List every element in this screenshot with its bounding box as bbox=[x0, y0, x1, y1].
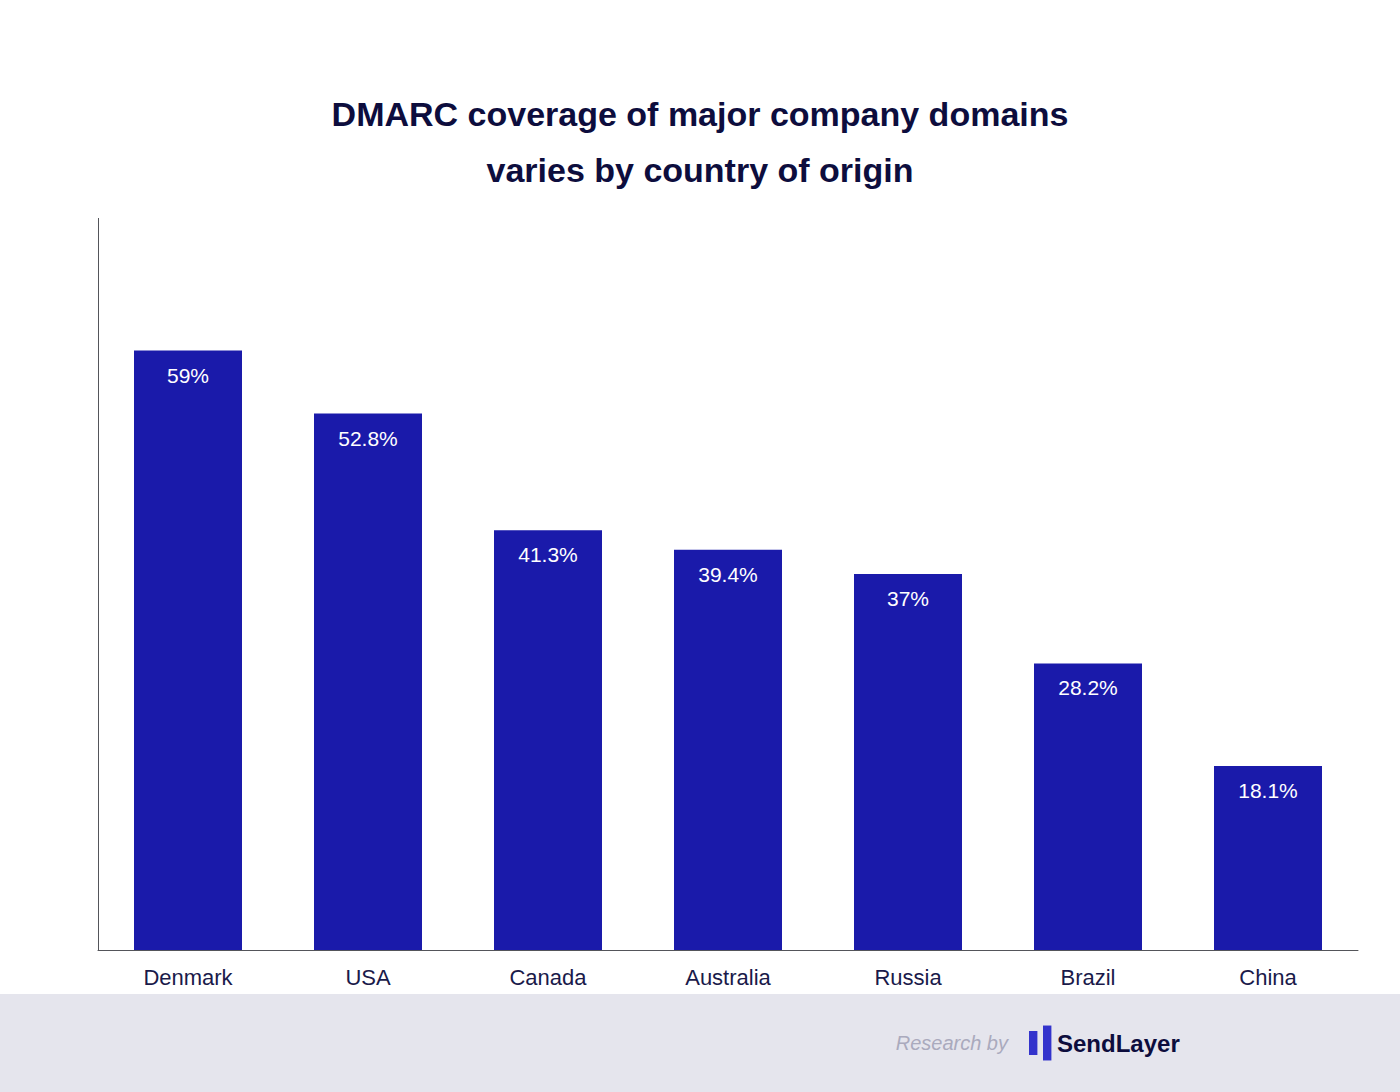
svg-text:52.8%: 52.8% bbox=[338, 427, 398, 450]
svg-text:Russia: Russia bbox=[874, 965, 942, 990]
svg-text:18.1%: 18.1% bbox=[1238, 779, 1298, 802]
svg-text:59%: 59% bbox=[167, 364, 209, 387]
svg-text:varies by country of origin: varies by country of origin bbox=[487, 151, 914, 189]
svg-text:USA: USA bbox=[345, 965, 391, 990]
svg-text:SendLayer: SendLayer bbox=[1057, 1030, 1180, 1057]
svg-text:28.2%: 28.2% bbox=[1058, 676, 1118, 699]
svg-text:39.4%: 39.4% bbox=[698, 563, 758, 586]
svg-text:41.3%: 41.3% bbox=[518, 543, 578, 566]
svg-text:DMARC coverage of major compan: DMARC coverage of major company domains bbox=[332, 95, 1069, 133]
svg-text:37%: 37% bbox=[887, 587, 929, 610]
svg-text:China: China bbox=[1239, 965, 1297, 990]
svg-text:Brazil: Brazil bbox=[1060, 965, 1115, 990]
svg-text:Australia: Australia bbox=[685, 965, 771, 990]
svg-text:Denmark: Denmark bbox=[143, 965, 233, 990]
svg-text:Canada: Canada bbox=[509, 965, 587, 990]
svg-text:Research by: Research by bbox=[896, 1032, 1009, 1054]
